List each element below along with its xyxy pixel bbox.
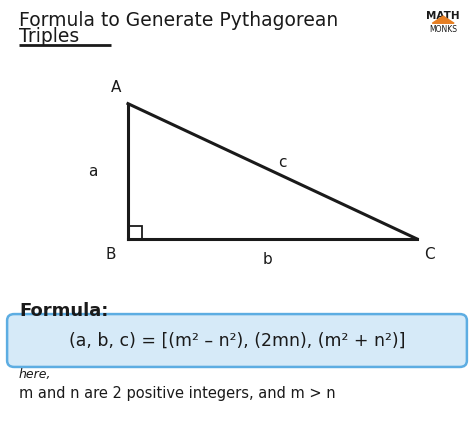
Text: Formula:: Formula: xyxy=(19,302,109,320)
Text: a: a xyxy=(88,164,97,179)
Bar xyxy=(128,226,142,239)
Text: MONKS: MONKS xyxy=(429,25,457,33)
FancyBboxPatch shape xyxy=(7,314,467,367)
Text: (a, b, c) = [(m² – n²), (2mn), (m² + n²)]: (a, b, c) = [(m² – n²), (2mn), (m² + n²)… xyxy=(69,332,405,349)
Text: Formula to Generate Pythagorean: Formula to Generate Pythagorean xyxy=(19,11,338,30)
Text: m and n are 2 positive integers, and m > n: m and n are 2 positive integers, and m >… xyxy=(19,386,336,401)
Text: here,: here, xyxy=(19,368,52,381)
Text: b: b xyxy=(263,252,273,266)
Text: MATH: MATH xyxy=(427,11,460,21)
Text: c: c xyxy=(278,155,286,170)
Text: A: A xyxy=(110,80,121,95)
Text: B: B xyxy=(106,247,116,262)
Text: Triples: Triples xyxy=(19,27,79,47)
Text: C: C xyxy=(424,247,435,262)
Polygon shape xyxy=(432,16,454,23)
